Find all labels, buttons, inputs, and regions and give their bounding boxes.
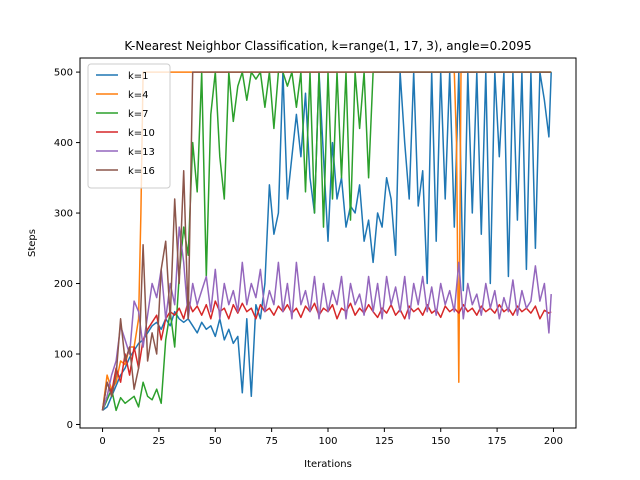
x-tick-label: 175 — [488, 436, 507, 447]
y-tick-label: 500 — [54, 68, 73, 79]
legend-box — [87, 63, 171, 189]
y-tick-label: 300 — [54, 209, 73, 220]
series-line-k-1 — [102, 71, 552, 411]
y-axis: 0 100 200 300 400 500 — [54, 68, 80, 431]
chart-title: K-Nearest Neighbor Classification, k=ran… — [124, 39, 531, 53]
legend-label: k=10 — [128, 128, 155, 139]
legend: k=1 k=4 k=7 k=10 k=13 k=16 — [87, 63, 171, 189]
x-axis-label: Iterations — [304, 459, 352, 470]
legend-label: k=7 — [128, 109, 149, 120]
series-line-k-16 — [101, 71, 552, 411]
legend-label: k=13 — [128, 147, 155, 158]
x-tick-label: 150 — [431, 436, 450, 447]
legend-label: k=16 — [128, 166, 155, 177]
x-tick-label: 0 — [99, 436, 105, 447]
x-tick-label: 50 — [209, 436, 222, 447]
y-axis-label: Steps — [27, 229, 38, 257]
y-tick-label: 100 — [54, 350, 73, 361]
y-tick-label: 400 — [54, 138, 73, 149]
legend-label: k=1 — [128, 71, 149, 82]
y-tick-label: 200 — [54, 279, 73, 290]
series-line-k-7 — [101, 71, 552, 412]
x-tick-label: 125 — [375, 436, 394, 447]
x-tick-label: 100 — [318, 436, 337, 447]
y-tick-label: 0 — [67, 420, 73, 431]
x-tick-label: 75 — [265, 436, 278, 447]
x-tick-label: 200 — [544, 436, 563, 447]
legend-label: k=4 — [128, 90, 149, 101]
x-axis: 0 25 50 75 100 125 150 175 200 — [99, 428, 563, 447]
x-tick-label: 25 — [153, 436, 166, 447]
